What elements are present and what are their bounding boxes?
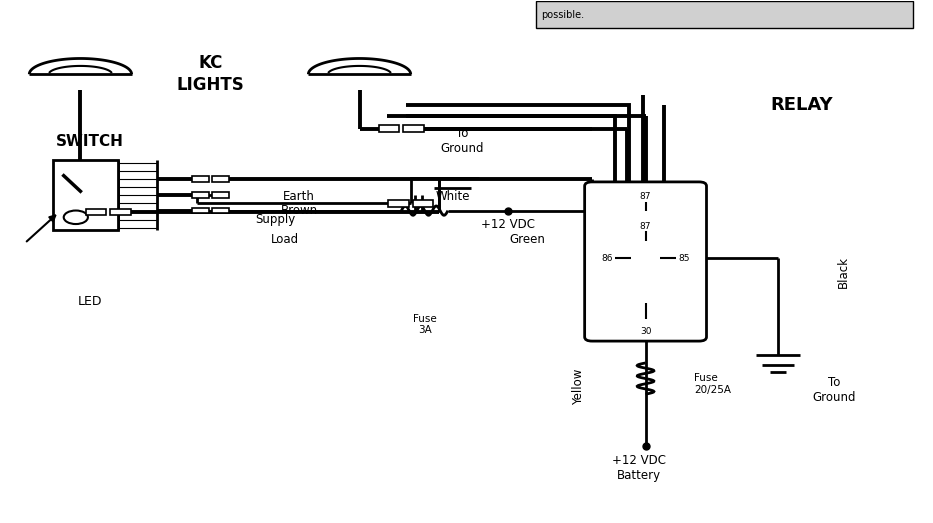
Text: Green: Green bbox=[509, 233, 545, 246]
FancyBboxPatch shape bbox=[192, 176, 209, 182]
Text: KC
LIGHTS: KC LIGHTS bbox=[177, 54, 244, 94]
FancyBboxPatch shape bbox=[52, 160, 118, 230]
Text: 85: 85 bbox=[678, 254, 689, 263]
FancyBboxPatch shape bbox=[585, 182, 706, 341]
FancyBboxPatch shape bbox=[86, 209, 106, 215]
Text: +12 VDC
Battery: +12 VDC Battery bbox=[612, 454, 665, 482]
Text: 87: 87 bbox=[640, 222, 651, 231]
Text: RELAY: RELAY bbox=[770, 96, 832, 115]
Text: SWITCH: SWITCH bbox=[56, 134, 124, 150]
FancyBboxPatch shape bbox=[110, 209, 131, 215]
FancyBboxPatch shape bbox=[379, 126, 399, 132]
Text: Earth: Earth bbox=[283, 190, 315, 203]
Text: Brown: Brown bbox=[281, 204, 317, 217]
Text: Fuse
3A: Fuse 3A bbox=[412, 313, 437, 335]
Text: White: White bbox=[436, 190, 470, 203]
Text: Black: Black bbox=[837, 256, 850, 288]
FancyBboxPatch shape bbox=[192, 192, 209, 198]
Text: +12 VDC: +12 VDC bbox=[481, 219, 536, 231]
Text: 30: 30 bbox=[640, 326, 651, 336]
Text: Supply: Supply bbox=[256, 213, 296, 226]
Text: 87: 87 bbox=[640, 192, 651, 201]
FancyBboxPatch shape bbox=[412, 200, 433, 207]
FancyBboxPatch shape bbox=[213, 208, 230, 213]
FancyBboxPatch shape bbox=[213, 192, 230, 198]
FancyBboxPatch shape bbox=[192, 208, 209, 213]
Text: possible.: possible. bbox=[541, 10, 584, 20]
Text: Yellow: Yellow bbox=[572, 368, 585, 405]
FancyBboxPatch shape bbox=[388, 200, 409, 207]
Text: Load: Load bbox=[272, 233, 299, 246]
Text: Fuse
20/25A: Fuse 20/25A bbox=[694, 373, 731, 394]
Text: 86: 86 bbox=[602, 254, 613, 263]
FancyBboxPatch shape bbox=[213, 176, 230, 182]
Text: LED: LED bbox=[77, 295, 102, 309]
Text: To
Ground: To Ground bbox=[440, 127, 483, 155]
Text: To
Ground: To Ground bbox=[813, 376, 856, 404]
FancyBboxPatch shape bbox=[536, 2, 913, 28]
FancyBboxPatch shape bbox=[403, 126, 424, 132]
